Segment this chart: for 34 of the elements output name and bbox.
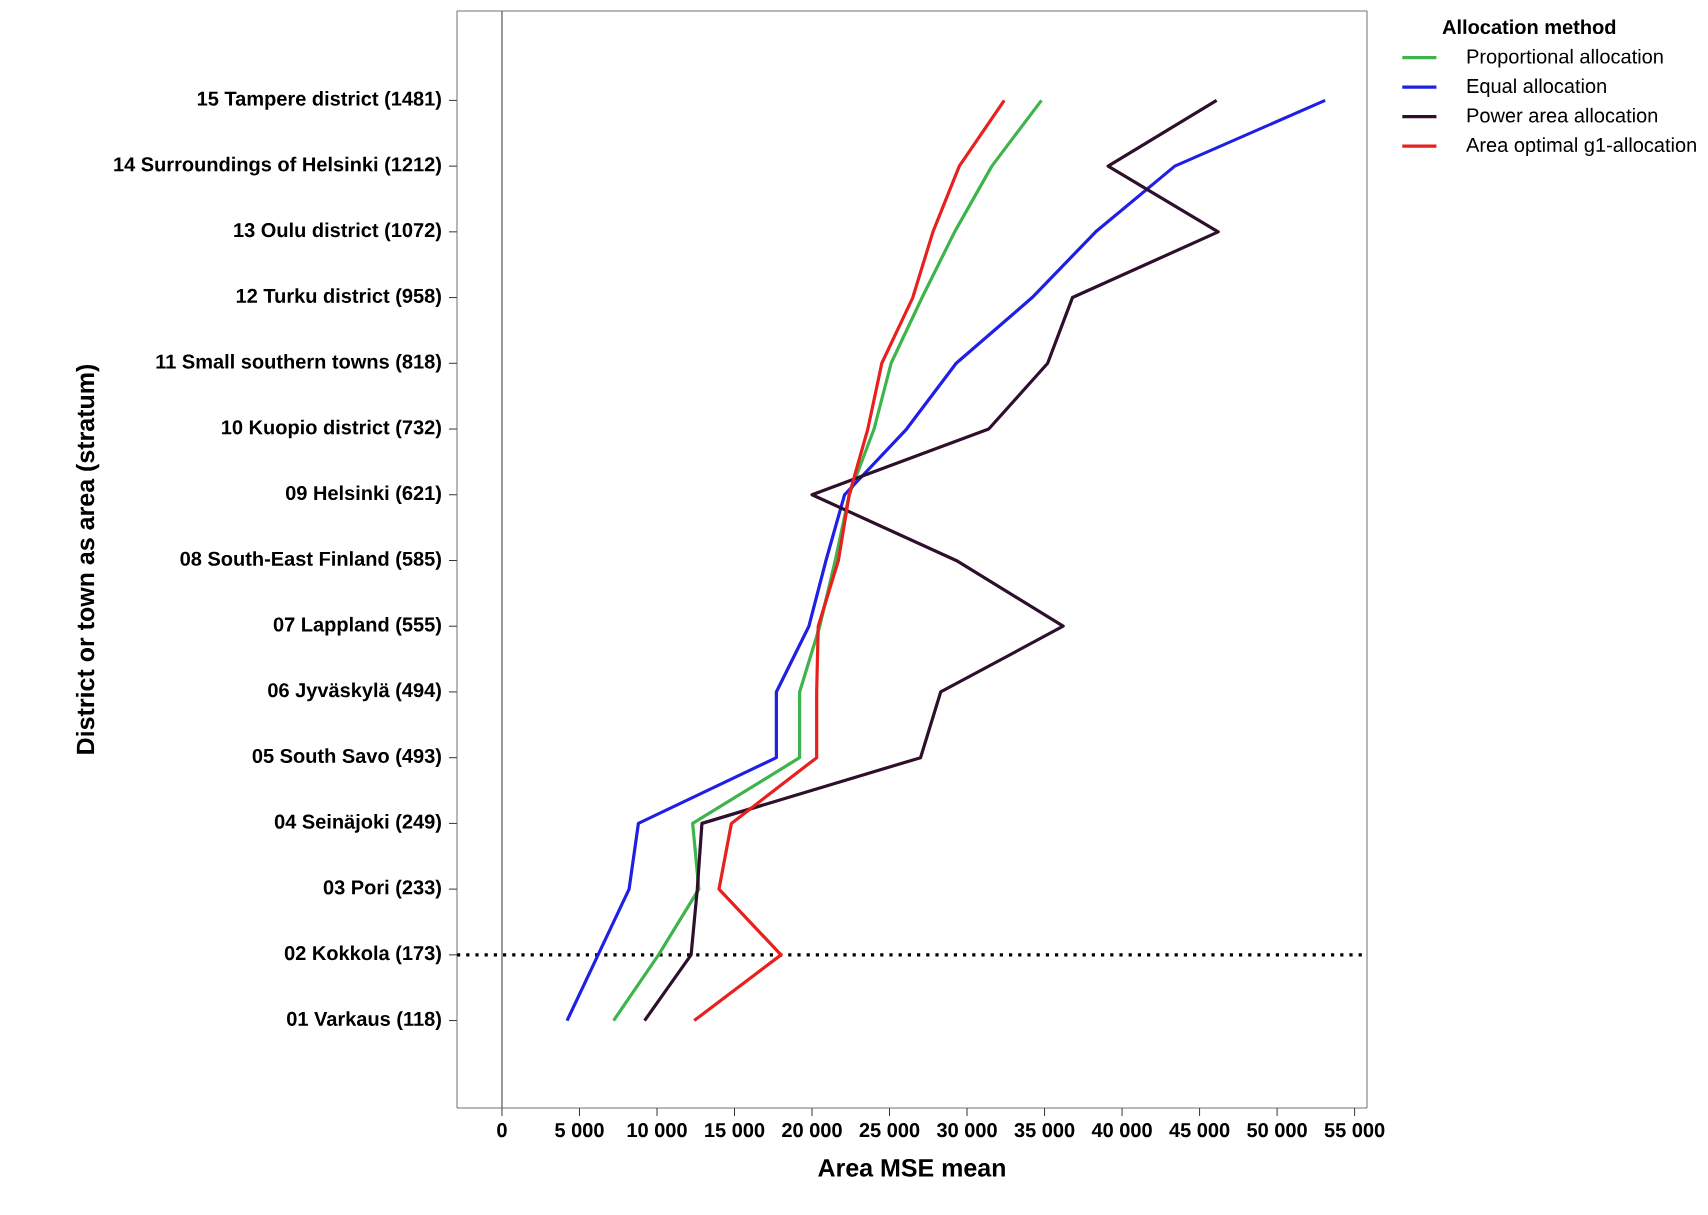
y-tick-label: 02 Kokkola (173)	[284, 945, 441, 965]
legend-label: Proportional allocation	[1467, 48, 1663, 68]
y-tick-label: 14 Surroundings of Helsinki (1212)	[114, 156, 441, 176]
x-tick-label: 55 000	[1324, 1123, 1385, 1138]
x-tick-label: 45 000	[1169, 1123, 1230, 1138]
x-tick-label: 20 000	[782, 1123, 842, 1138]
y-tick-label: 07 Lappland (555)	[273, 616, 441, 636]
x-tick-label: 30 000	[936, 1123, 997, 1138]
x-tick-label: 35 000	[1014, 1123, 1075, 1138]
legend-label: Equal allocation	[1467, 78, 1606, 98]
y-axis-title: District or town as area (stratum)	[75, 364, 100, 754]
y-tick-label: 12 Turku district (958)	[236, 288, 441, 307]
x-tick-label: 10 000	[627, 1123, 687, 1138]
y-tick-label: 09 Helsinki (621)	[285, 485, 441, 505]
legend-title: Allocation method	[1442, 19, 1616, 35]
x-tick-label: 15 000	[705, 1123, 765, 1138]
x-tick-label: 5 000	[555, 1123, 604, 1138]
legend-label: Area optimal g1-allocation	[1466, 137, 1696, 156]
x-tick-label: 40 000	[1091, 1123, 1152, 1138]
x-axis-title: Area MSE mean	[818, 1159, 1005, 1177]
y-tick-label: 05 South Savo (493)	[252, 748, 441, 767]
y-tick-label: 11 Small southern towns (818)	[156, 353, 441, 373]
legend-label: Power area allocation	[1467, 107, 1658, 123]
y-tick-label: 01 Varkaus (118)	[287, 1011, 441, 1030]
x-tick-label: 50 000	[1247, 1123, 1307, 1138]
y-tick-label: 08 South-East Finland (585)	[180, 551, 441, 570]
y-tick-label: 04 Seinäjoki (249)	[274, 814, 441, 833]
y-tick-label: 13 Oulu district (1072)	[234, 222, 441, 242]
x-tick-label: 25 000	[859, 1123, 920, 1138]
y-tick-label: 03 Pori (233)	[323, 879, 441, 899]
y-tick-label: 10 Kuopio district (732)	[222, 419, 441, 439]
x-tick-label: 0	[497, 1123, 507, 1138]
y-tick-label: 06 Jyväskylä (494)	[268, 682, 441, 702]
y-tick-label: 15 Tampere district (1481)	[197, 91, 441, 110]
